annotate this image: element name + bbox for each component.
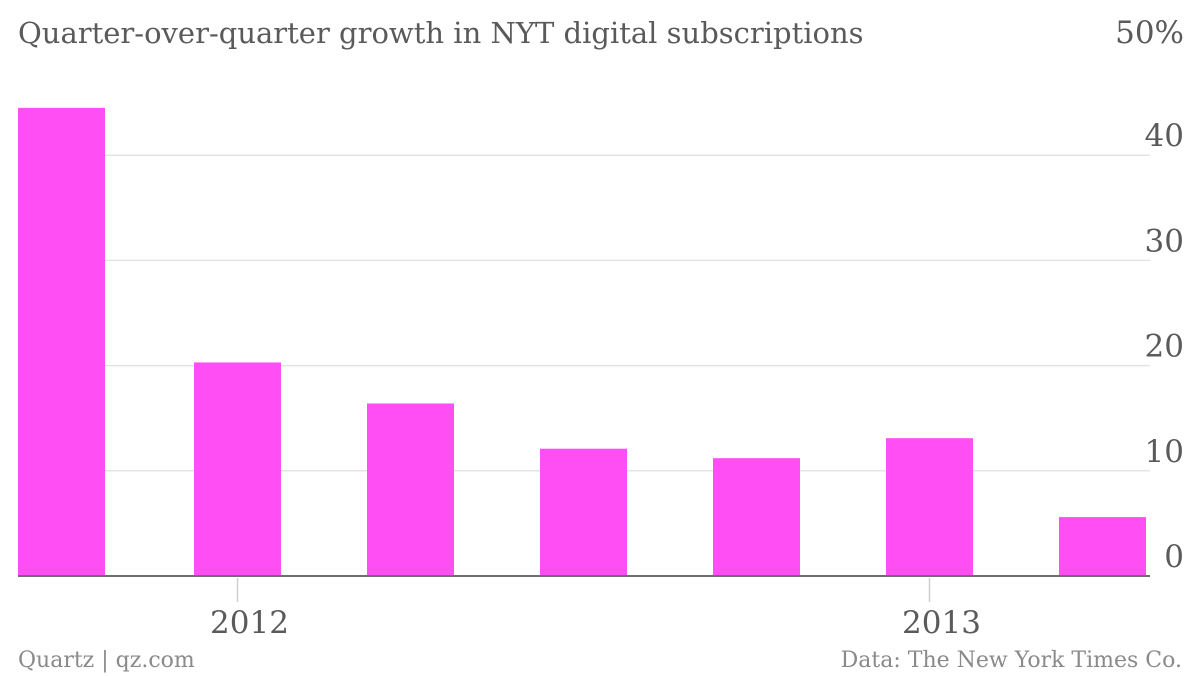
bar — [18, 107, 105, 577]
gridlines — [18, 154, 1150, 472]
y-tick-label: 50% — [1115, 15, 1184, 51]
y-tick-label: 30 — [1145, 223, 1184, 259]
y-tick-label: 10 — [1145, 434, 1184, 470]
bar — [540, 448, 627, 576]
x-tick-label: 2012 — [210, 605, 289, 641]
bars — [18, 107, 1146, 577]
y-tick-label: 40 — [1145, 118, 1184, 154]
source-credit: Quartz | qz.com — [18, 648, 195, 673]
y-tick-label: 20 — [1145, 329, 1184, 365]
chart-title: Quarter-over-quarter growth in NYT digit… — [18, 16, 864, 50]
y-axis-ticks: 50% 40 30 20 10 0 — [1115, 15, 1184, 575]
bar — [194, 362, 281, 576]
bar — [713, 458, 800, 576]
bar — [886, 438, 973, 576]
x-axis-ticks: 2012 2013 — [210, 578, 981, 641]
y-tick-label: 0 — [1164, 539, 1184, 575]
bar — [367, 403, 454, 576]
x-tick-label: 2013 — [902, 605, 981, 641]
data-source: Data: The New York Times Co. — [841, 648, 1182, 673]
bar — [1059, 517, 1146, 576]
